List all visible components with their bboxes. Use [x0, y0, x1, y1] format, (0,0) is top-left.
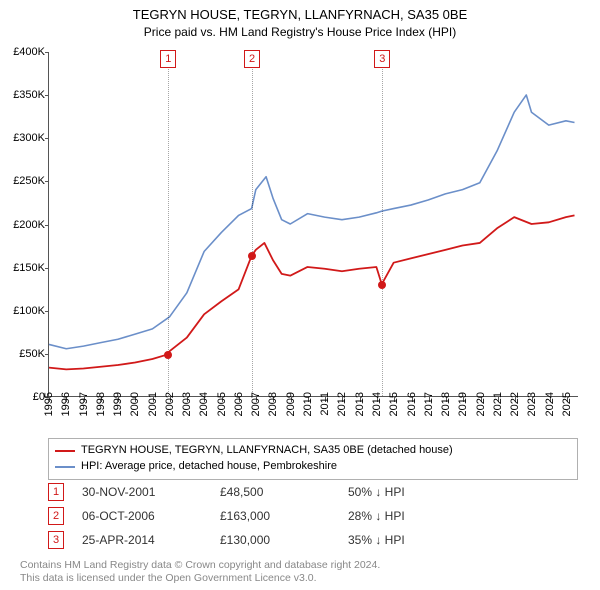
x-axis-label: 2012: [336, 392, 348, 416]
y-axis-label: £0: [1, 391, 45, 403]
page-subtitle: Price paid vs. HM Land Registry's House …: [0, 24, 600, 40]
legend-row: HPI: Average price, detached house, Pemb…: [55, 459, 571, 475]
legend-label: TEGRYN HOUSE, TEGRYN, LLANFYRNACH, SA35 …: [81, 443, 453, 459]
y-axis-label: £350K: [1, 89, 45, 101]
chart: £0£50K£100K£150K£200K£250K£300K£350K£400…: [48, 52, 578, 397]
x-axis-label: 2011: [319, 392, 331, 416]
y-axis-label: £400K: [1, 46, 45, 58]
sales-row-price: £130,000: [220, 533, 330, 547]
x-axis-label: 2005: [216, 392, 228, 416]
sale-marker-label: 3: [374, 50, 390, 68]
sales-row-date: 25-APR-2014: [82, 533, 202, 547]
x-axis-label: 2004: [198, 392, 210, 416]
sales-row-date: 30-NOV-2001: [82, 485, 202, 499]
legend-swatch: [55, 466, 75, 468]
x-axis-label: 2022: [509, 392, 521, 416]
sales-row: 2 06-OCT-2006 £163,000 28% ↓ HPI: [48, 504, 578, 528]
x-axis-label: 1995: [43, 392, 55, 416]
sales-table: 1 30-NOV-2001 £48,500 50% ↓ HPI 2 06-OCT-2006…: [48, 480, 578, 552]
x-axis-label: 1999: [112, 392, 124, 416]
x-axis-label: 2003: [181, 392, 193, 416]
series-line: [49, 95, 575, 349]
series-svg: [49, 52, 578, 396]
x-axis-label: 2000: [129, 392, 141, 416]
x-axis-label: 2002: [164, 392, 176, 416]
sale-marker-label: 1: [160, 50, 176, 68]
x-axis-label: 2010: [302, 392, 314, 416]
y-axis-label: £250K: [1, 175, 45, 187]
y-axis-label: £200K: [1, 219, 45, 231]
x-axis-label: 2017: [423, 392, 435, 416]
x-axis-label: 2025: [561, 392, 573, 416]
footnote-line: Contains HM Land Registry data © Crown c…: [20, 559, 380, 573]
sales-row-num: 3: [48, 531, 64, 549]
x-axis-label: 2020: [475, 392, 487, 416]
sales-row: 3 25-APR-2014 £130,000 35% ↓ HPI: [48, 528, 578, 552]
x-axis-label: 2021: [492, 392, 504, 416]
x-axis-label: 2014: [371, 392, 383, 416]
x-axis-label: 2023: [526, 392, 538, 416]
sale-marker-line: [252, 52, 253, 396]
sale-marker-label: 2: [244, 50, 260, 68]
sales-row-num: 1: [48, 483, 64, 501]
sales-row-date: 06-OCT-2006: [82, 509, 202, 523]
y-axis-label: £100K: [1, 305, 45, 317]
sale-marker-dot: [164, 351, 172, 359]
x-axis-label: 2015: [388, 392, 400, 416]
legend-swatch: [55, 450, 75, 452]
y-axis-label: £50K: [1, 348, 45, 360]
sales-row: 1 30-NOV-2001 £48,500 50% ↓ HPI: [48, 480, 578, 504]
series-line: [49, 215, 575, 369]
x-axis-label: 1997: [78, 392, 90, 416]
page-title: TEGRYN HOUSE, TEGRYN, LLANFYRNACH, SA35 …: [0, 6, 600, 24]
footnote: Contains HM Land Registry data © Crown c…: [20, 559, 380, 586]
x-axis-label: 2013: [354, 392, 366, 416]
x-axis-label: 2016: [406, 392, 418, 416]
sales-row-price: £163,000: [220, 509, 330, 523]
x-axis-label: 2024: [544, 392, 556, 416]
sales-row-price: £48,500: [220, 485, 330, 499]
sales-row-pct: 50% ↓ HPI: [348, 485, 578, 499]
y-axis-label: £150K: [1, 262, 45, 274]
plot-area: £0£50K£100K£150K£200K£250K£300K£350K£400…: [48, 52, 578, 397]
sale-marker-line: [382, 52, 383, 396]
legend-label: HPI: Average price, detached house, Pemb…: [81, 459, 337, 475]
x-axis-label: 1998: [95, 392, 107, 416]
footnote-line: This data is licensed under the Open Gov…: [20, 572, 380, 586]
x-axis-label: 2008: [267, 392, 279, 416]
y-axis-label: £300K: [1, 132, 45, 144]
page: TEGRYN HOUSE, TEGRYN, LLANFYRNACH, SA35 …: [0, 0, 600, 590]
sale-marker-dot: [378, 281, 386, 289]
sales-row-pct: 35% ↓ HPI: [348, 533, 578, 547]
sales-row-pct: 28% ↓ HPI: [348, 509, 578, 523]
sales-row-num: 2: [48, 507, 64, 525]
x-axis-label: 1996: [60, 392, 72, 416]
x-axis-label: 2006: [233, 392, 245, 416]
title-block: TEGRYN HOUSE, TEGRYN, LLANFYRNACH, SA35 …: [0, 0, 600, 40]
sale-marker-line: [168, 52, 169, 396]
legend-row: TEGRYN HOUSE, TEGRYN, LLANFYRNACH, SA35 …: [55, 443, 571, 459]
x-axis-label: 2001: [147, 392, 159, 416]
x-axis-label: 2009: [285, 392, 297, 416]
sale-marker-dot: [248, 252, 256, 260]
x-axis-label: 2019: [457, 392, 469, 416]
x-axis-label: 2018: [440, 392, 452, 416]
legend: TEGRYN HOUSE, TEGRYN, LLANFYRNACH, SA35 …: [48, 438, 578, 480]
